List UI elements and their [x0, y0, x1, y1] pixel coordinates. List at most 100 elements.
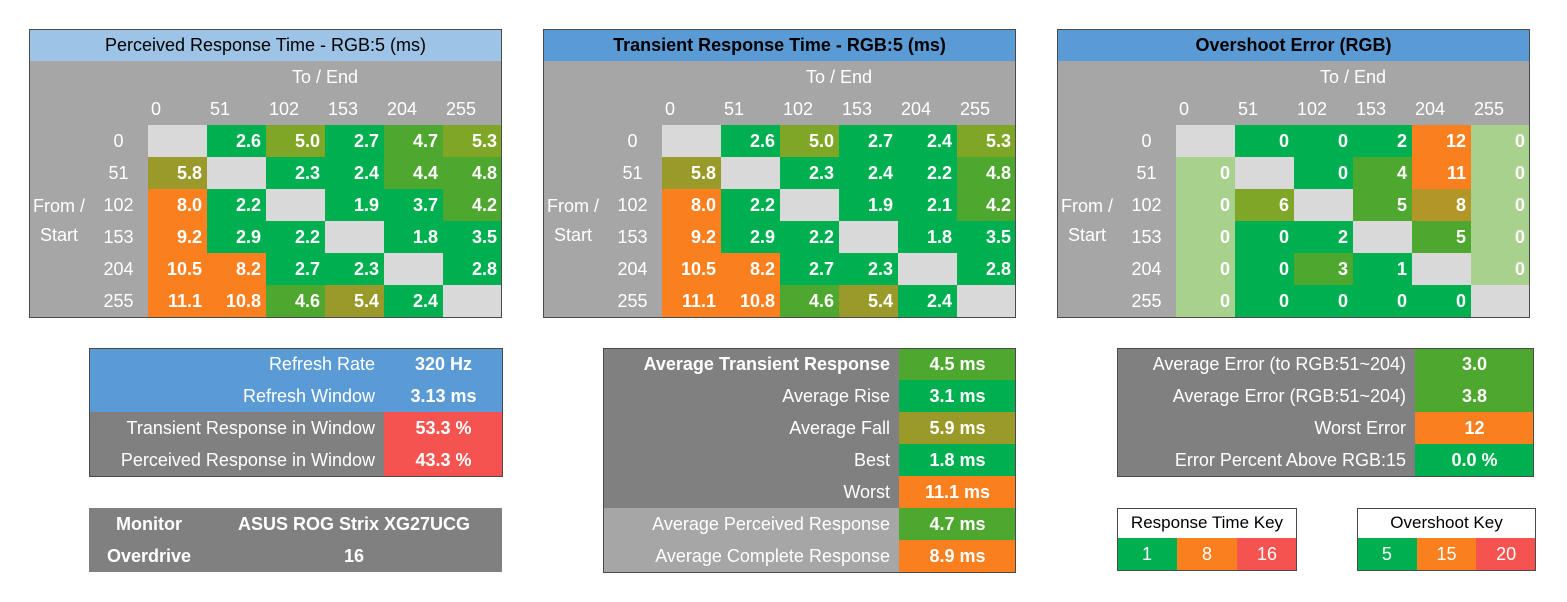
col-tick-label: 255	[1471, 93, 1530, 125]
heatmap-cell: 4.6	[266, 285, 325, 317]
refresh-value: 320 Hz	[384, 348, 503, 380]
heatmap-cell: 3	[1294, 253, 1353, 285]
heatmap-cell: 0	[1176, 285, 1235, 317]
heatmap-cell: 2.6	[721, 125, 780, 157]
heatmap-cell: 0	[1176, 253, 1235, 285]
heatmap-cell: 0	[1294, 157, 1353, 189]
col-tick-label: 51	[721, 93, 780, 125]
average-value: 1.8 ms	[899, 444, 1016, 476]
error-label: Average Error (to RGB:51~204)	[1117, 348, 1415, 380]
heatmap-cell: 1.8	[898, 221, 957, 253]
heatmap-cell: 5.3	[443, 125, 502, 157]
heatmap-cell: 5.4	[839, 285, 898, 317]
heatmap-cell: 2.9	[721, 221, 780, 253]
heatmap-cell-diagonal	[384, 253, 443, 285]
heatmap-cell: 0	[1176, 221, 1235, 253]
heatmap-cell-diagonal	[780, 189, 839, 221]
monitor-table-bg	[89, 508, 502, 572]
heatmap-cell: 0	[1353, 285, 1412, 317]
row-header-label: From / Start	[543, 125, 603, 317]
heatmap-cell-diagonal	[839, 221, 898, 253]
average-label: Average Perceived Response	[603, 508, 899, 540]
overdrive-value: 16	[343, 545, 365, 566]
heatmap-corner	[1057, 61, 1176, 125]
heatmap-cell: 0	[1235, 253, 1294, 285]
response-time-key-swatch: 1	[1117, 538, 1177, 570]
row-tick-label: 102	[603, 189, 662, 221]
overshoot-key-swatch: 20	[1476, 538, 1536, 570]
col-tick-label: 51	[207, 93, 266, 125]
average-value: 4.7 ms	[899, 508, 1016, 540]
heatmap-cell: 5.8	[148, 157, 207, 189]
heatmap-cell: 4	[1353, 157, 1412, 189]
heatmap-cell: 5.8	[662, 157, 721, 189]
heatmap-cell-diagonal	[662, 125, 721, 157]
row-tick-label: 255	[89, 285, 148, 317]
heatmap-title: Overshoot Error (RGB)	[1057, 29, 1530, 61]
heatmap-cell: 5	[1353, 189, 1412, 221]
heatmap-cell: 5.0	[780, 125, 839, 157]
heatmap-cell: 0	[1471, 157, 1530, 189]
heatmap-cell: 0	[1471, 221, 1530, 253]
heatmap-cell-diagonal	[148, 125, 207, 157]
heatmap-cell: 2.4	[898, 125, 957, 157]
refresh-label: Perceived Response in Window	[89, 444, 384, 476]
heatmap-cell: 2.9	[207, 221, 266, 253]
heatmap-cell: 2.4	[325, 157, 384, 189]
col-tick-label: 255	[957, 93, 1016, 125]
heatmap-cell: 8.2	[721, 253, 780, 285]
col-tick-label: 0	[662, 93, 721, 125]
heatmap-cell: 2.4	[898, 285, 957, 317]
col-tick-label: 102	[266, 93, 325, 125]
heatmap-cell-diagonal	[1412, 253, 1471, 285]
heatmap-cell: 10.5	[662, 253, 721, 285]
heatmap-cell: 2.4	[384, 285, 443, 317]
col-tick-label: 255	[443, 93, 502, 125]
monitor-value: ASUS ROG Strix XG27UCG	[237, 513, 471, 534]
heatmap-cell-diagonal	[1471, 285, 1530, 317]
heatmap-cell-diagonal	[1353, 221, 1412, 253]
row-tick-label: 51	[603, 157, 662, 189]
heatmap-cell: 2.1	[898, 189, 957, 221]
average-value: 8.9 ms	[899, 540, 1016, 572]
col-tick-label: 0	[148, 93, 207, 125]
heatmap-cell: 1	[1353, 253, 1412, 285]
heatmap-cell: 11	[1412, 157, 1471, 189]
col-header-label: To / End	[148, 61, 502, 93]
heatmap-cell: 0	[1471, 189, 1530, 221]
heatmap-cell-diagonal	[1235, 157, 1294, 189]
heatmap-cell-diagonal	[957, 285, 1016, 317]
average-label: Best	[853, 449, 890, 470]
col-tick-label: 204	[1412, 93, 1471, 125]
heatmap-cell: 2.2	[721, 189, 780, 221]
response-time-key-swatch: 8	[1177, 538, 1237, 570]
heatmap-cell: 12	[1412, 125, 1471, 157]
heatmap-cell: 10.8	[207, 285, 266, 317]
overshoot-key-swatch: 5	[1357, 538, 1417, 570]
average-label: Worst	[843, 481, 890, 502]
row-tick-label: 153	[89, 221, 148, 253]
heatmap-cell: 0	[1294, 125, 1353, 157]
average-label: Average Complete Response	[603, 540, 899, 572]
heatmap-cell: 5	[1412, 221, 1471, 253]
heatmap-cell: 2.7	[780, 253, 839, 285]
heatmap-cell: 0	[1235, 285, 1294, 317]
heatmap-cell: 5.0	[266, 125, 325, 157]
refresh-value: 43.3 %	[384, 444, 503, 476]
refresh-label: Transient Response in Window	[89, 412, 384, 444]
heatmap-cell: 8	[1412, 189, 1471, 221]
heatmap-cell-diagonal	[325, 221, 384, 253]
heatmap-cell: 10.5	[148, 253, 207, 285]
heatmap-cell-diagonal	[721, 157, 780, 189]
heatmap-cell: 2.3	[839, 253, 898, 285]
row-tick-label: 102	[1117, 189, 1176, 221]
refresh-label: Refresh Rate	[89, 348, 384, 380]
row-tick-label: 204	[89, 253, 148, 285]
row-tick-label: 204	[603, 253, 662, 285]
response-time-key-swatch: 16	[1237, 538, 1297, 570]
heatmap-cell: 2.6	[207, 125, 266, 157]
heatmap-cell: 11.1	[148, 285, 207, 317]
average-value: 4.5 ms	[899, 348, 1016, 380]
average-label: Average Fall	[789, 417, 890, 438]
monitor-label: Monitor	[116, 513, 182, 534]
